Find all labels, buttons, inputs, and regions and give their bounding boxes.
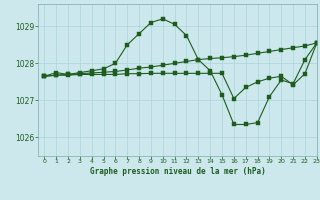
X-axis label: Graphe pression niveau de la mer (hPa): Graphe pression niveau de la mer (hPa)	[90, 167, 266, 176]
